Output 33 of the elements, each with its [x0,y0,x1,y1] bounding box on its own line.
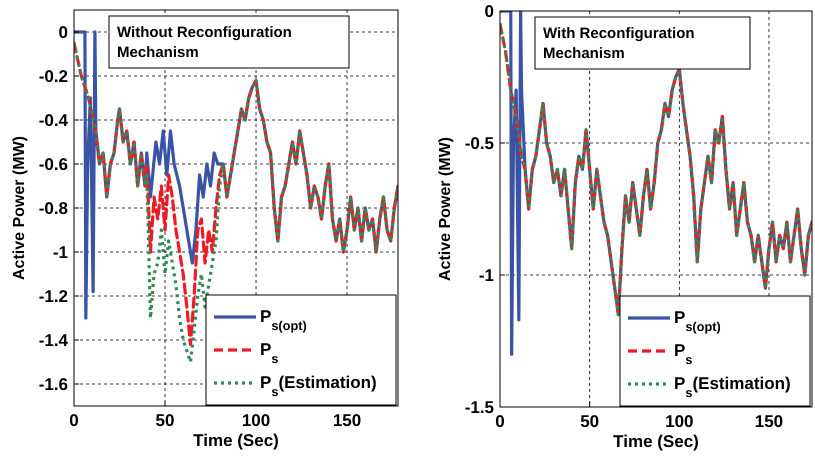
x-tick-label: 100 [665,412,694,431]
y-tick-label: -1.2 [38,286,68,306]
legend-label: P$_{s}$ [674,341,692,366]
legend-label: P$_{s(opt)}$ [674,308,721,334]
x-tick-label: 50 [156,411,174,430]
y-tick-label: -1.4 [38,330,69,350]
y-tick-label: 0 [58,22,68,42]
y-tick-label: -1.5 [464,398,494,417]
legend-label: P$_{s}$(Estimation) [260,373,377,398]
x-tick-label: 150 [332,411,362,430]
y-tick-label: -1.6 [38,374,68,394]
x-axis-title: Time (Sec) [613,432,699,451]
y-tick-label: 0 [484,2,494,21]
note-box: With Reconfiguration Mechanism [534,16,750,70]
y-tick-label: -1 [478,266,494,285]
y-tick-label: -0.4 [38,110,69,130]
legend-label: P$_{s(opt)}$ [260,307,307,332]
y-tick-label: -0.6 [38,154,68,174]
x-tick-label: 100 [242,411,270,430]
x-tick-label: 150 [754,412,784,431]
x-axis-title: Time (Sec) [193,431,279,450]
y-axis-title: Active Power (MW) [11,136,28,280]
x-tick-label: 50 [580,412,600,431]
y-tick-label: -0.2 [38,66,68,86]
y-tick-label: -0.8 [38,198,68,218]
note-box: Without Reconfiguration Mechanism [108,16,350,68]
annotation: Without Reconfiguration Mechanism [117,24,292,61]
y-tick-label: -0.5 [464,134,494,153]
legend-label: P$_{s}$(Estimation) [674,374,791,400]
y-tick-label: -1 [52,242,68,262]
legend-label: P$_{s}$ [260,340,278,366]
y-axis-title: Active Power (MW) [437,136,454,282]
annotation: With Reconfiguration Mechanism [543,25,695,62]
